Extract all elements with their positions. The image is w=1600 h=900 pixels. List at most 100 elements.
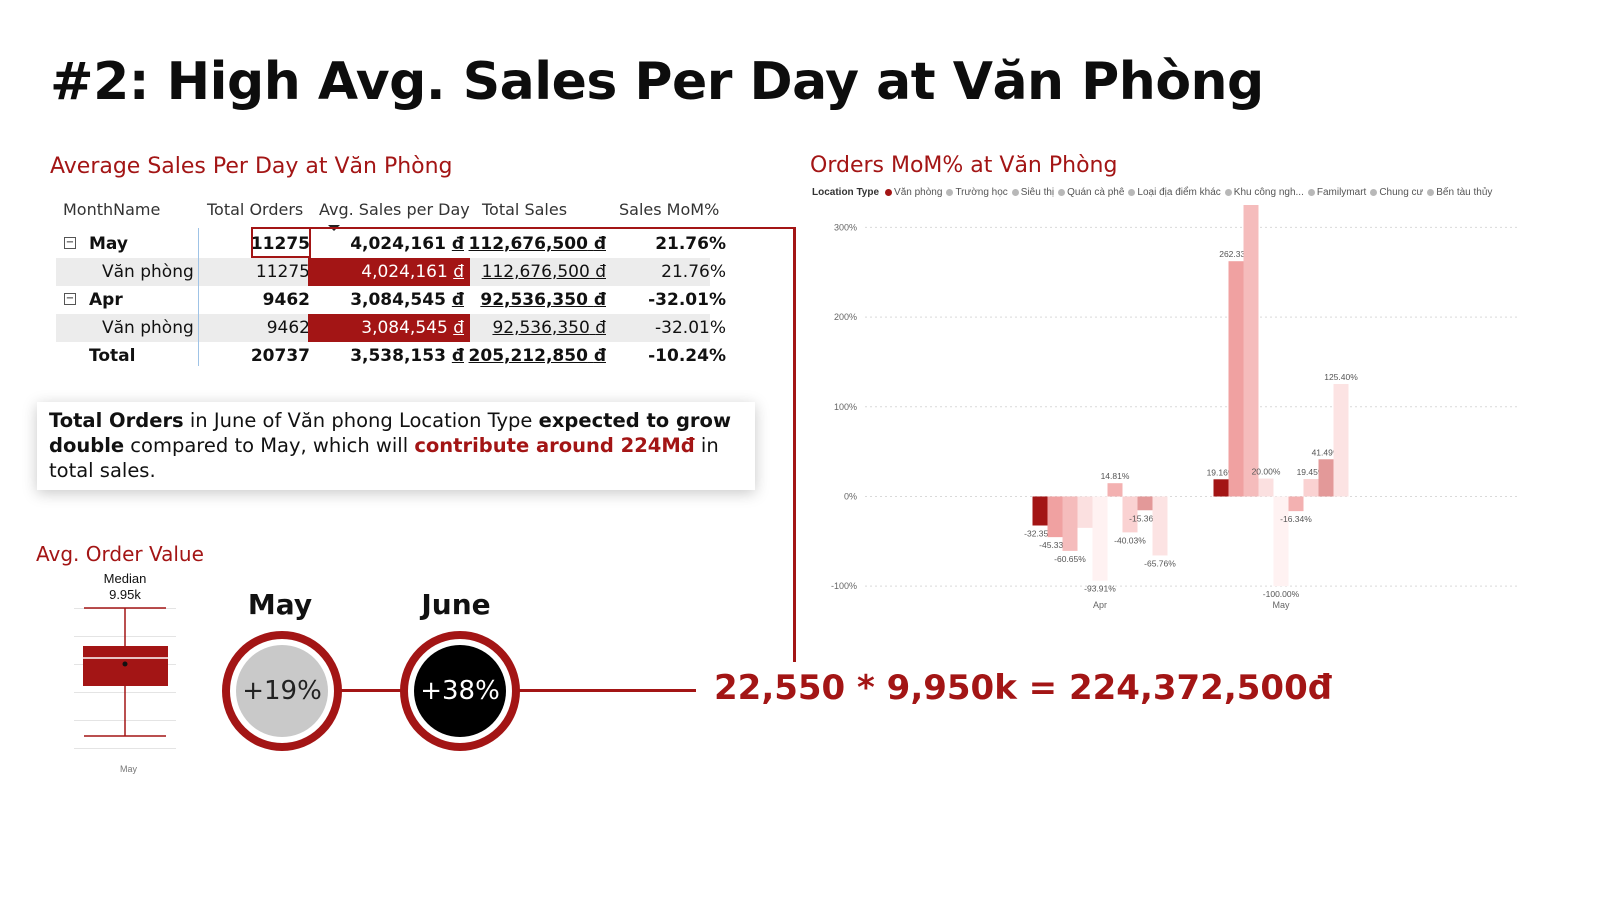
box-plot [83,607,168,737]
legend-title: Location Type [812,187,880,198]
y-tick-label: -100% [831,581,857,591]
legend-dot-icon [1011,189,1019,196]
may-growth-value: +19% [236,645,328,737]
connector-line [311,227,796,229]
legend-item[interactable]: Bến tàu thủy [1427,187,1492,198]
data-label: 125.40% [1324,372,1358,382]
cell-mom: -10.24% [648,346,726,366]
data-label: -32.35% [1024,529,1056,539]
cell-mom: -32.01% [648,290,726,310]
legend-label: Chung cư [1379,187,1424,198]
table-row: Văn phòng 9462 3,084,545 đ 92,536,350 đ … [56,314,726,342]
bar [1333,384,1349,497]
legend-dot-icon [1224,189,1232,196]
cell-total: 92,536,350 đ [480,290,606,310]
legend-dot-icon [1427,189,1435,196]
currency-symbol: đ [593,290,606,310]
page-title: #2: High Avg. Sales Per Day at Văn Phòng [50,52,1264,112]
legend-dot-icon [1370,189,1378,196]
row-label: Văn phòng [102,262,194,282]
currency-symbol: đ [453,262,464,282]
header-total-sales[interactable]: Total Sales [482,200,568,219]
legend-label: Trường học [955,187,1008,198]
data-label: -100.00% [1263,589,1300,599]
collapse-icon[interactable]: − [64,293,76,305]
cell-orders: 11275 [255,262,310,282]
row-label: Văn phòng [102,318,194,338]
currency-symbol: đ [451,234,464,254]
bar [1318,459,1334,497]
legend-item[interactable]: Familymart [1307,187,1366,198]
legend-item[interactable]: Khu công ngh... [1224,187,1304,198]
legend-label: Loại địa điểm khác [1137,187,1221,198]
bar [1092,496,1108,581]
legend-item[interactable]: Chung cư [1370,187,1423,198]
legend-item[interactable]: Quán cà phê [1058,187,1124,198]
cell-total-value: 92,536,350 [492,318,590,338]
y-tick-label: 200% [834,312,857,322]
callout-strong: Total Orders [49,409,184,432]
legend-item[interactable]: Văn phòng [885,187,942,198]
bar [1303,479,1319,497]
legend-item[interactable]: Trường học [946,187,1008,198]
header-monthname[interactable]: MonthName [63,200,161,219]
cell-mom: -32.01% [655,318,726,338]
data-label: -40.03% [1114,535,1146,545]
cell-avg-value: 4,024,161 [361,262,448,282]
collapse-icon[interactable]: − [64,237,76,249]
median-value: 9.95k [109,587,141,602]
table-row: − Apr 9462 3,084,545 đ 92,536,350 đ -32.… [56,286,756,314]
data-label: 41.49% [1312,447,1341,457]
y-tick-label: 0% [844,491,857,501]
data-label: 19.16% [1207,467,1236,477]
cell-total: 205,212,850 đ [469,346,606,366]
insight-callout: Total Orders in June of Văn phong Locati… [37,402,755,490]
cell-avg-value: 4,024,161 [350,234,446,254]
data-label: -60.65% [1054,554,1086,564]
header-total-orders[interactable]: Total Orders [207,200,304,219]
header-sales-mom[interactable]: Sales MoM% [619,200,720,219]
data-label: -16.34% [1280,514,1312,524]
highlight-box [251,227,311,258]
cell-mom: 21.76% [661,262,726,282]
legend-dot-icon [1128,189,1136,196]
cell-total-value: 112,676,500 [468,234,588,254]
cell-orders: 11275 [250,234,310,254]
bar [1258,478,1274,497]
currency-symbol: đ [451,290,464,310]
cell-avg-highlight: 4,024,161 đ [308,258,470,286]
legend-label: Siêu thị [1020,187,1055,198]
currency-symbol: đ [593,346,606,366]
header-avg-sales[interactable]: Avg. Sales per Day [319,200,470,219]
currency-symbol: đ [451,346,464,366]
bar [1047,496,1063,538]
row-label: Apr [89,290,123,310]
june-label: June [421,588,491,621]
legend-item[interactable]: Loại địa điểm khác [1128,187,1221,198]
row-label: Total [89,346,136,366]
bar [1077,496,1093,528]
bar [1228,261,1244,497]
bar [1032,496,1048,526]
bar [1273,496,1289,587]
sales-formula: 22,550 * 9,950k = 224,372,500đ [714,668,1333,708]
table-title: Average Sales Per Day at Văn Phòng [50,154,453,179]
connector-line [793,227,796,662]
orders-mom-chart: -100% 0% 100% 200% 300% -32.35%-45.33% -60.65%… [831,205,1520,610]
cell-total-value: 205,212,850 [468,346,588,366]
data-label: -15.36% [1129,513,1161,523]
cell-total: 112,676,500 đ [469,234,606,254]
data-label: -45.33% [1039,540,1071,550]
legend-label: Bến tàu thủy [1436,187,1493,198]
table-row: − May 11275 4,024,161 đ 112,676,500 đ 21… [56,230,756,258]
legend-dot-icon [1058,189,1066,196]
cell-total-value: 92,536,350 [480,290,588,310]
bar [1288,496,1304,512]
callout-text: compared to May, which will [124,434,415,457]
callout-strong: expected to grow double [49,409,731,457]
cell-orders: 9462 [266,318,310,338]
legend-dot-icon [1307,189,1315,196]
chart-title: Orders MoM% at Văn Phòng [810,153,1118,178]
legend-item[interactable]: Siêu thị [1011,187,1055,198]
data-label: 20.00% [1252,467,1281,477]
